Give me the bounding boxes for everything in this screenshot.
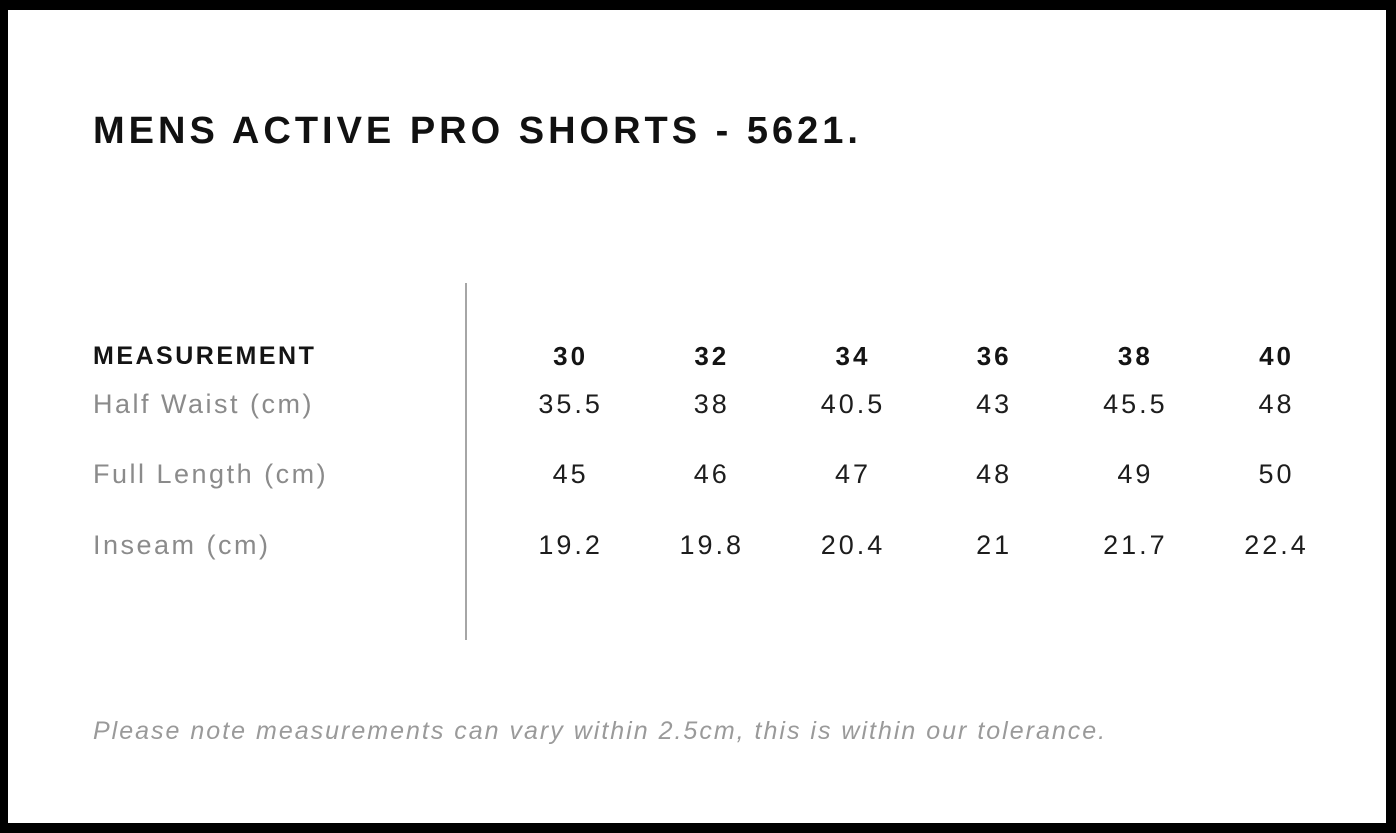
size-guide-page: MENS ACTIVE PRO SHORTS - 5621. MEASUREME… xyxy=(8,112,1386,746)
measurement-column-header: MEASUREMENT xyxy=(93,341,317,370)
size-value: 49 xyxy=(1117,459,1154,490)
row-label: Inseam (cm) xyxy=(93,529,271,560)
size-value: 50 xyxy=(1258,459,1295,490)
row-label: Full Length (cm) xyxy=(93,459,329,490)
size-value: 22.4 xyxy=(1244,529,1309,560)
size-value: 48 xyxy=(1258,388,1295,419)
row-label: Half Waist (cm) xyxy=(93,388,314,419)
table-row-full-length: Full Length (cm) 45 46 47 48 49 50 xyxy=(93,440,1348,511)
size-column-header-30: 30 xyxy=(553,341,589,371)
size-value: 48 xyxy=(976,459,1013,490)
size-value: 19.2 xyxy=(538,529,603,560)
size-value: 20.4 xyxy=(820,529,886,560)
table-row-half-waist: Half Waist (cm) 35.5 38 40.5 43 45.5 48 xyxy=(93,369,1348,440)
tolerance-note: Please note measurements can vary within… xyxy=(93,717,1108,745)
size-value: 46 xyxy=(693,459,730,490)
size-value: 21 xyxy=(976,529,1013,560)
size-value: 38 xyxy=(693,388,730,419)
size-value: 19.8 xyxy=(679,529,745,560)
column-divider xyxy=(465,283,467,640)
size-value: 47 xyxy=(834,459,871,490)
size-value: 21.7 xyxy=(1103,529,1168,560)
size-value: 45.5 xyxy=(1103,388,1168,419)
page-title: MENS ACTIVE PRO SHORTS - 5621. xyxy=(93,110,862,152)
table-header-row: MEASUREMENT 30 32 34 36 38 40 xyxy=(93,283,1348,369)
size-column-header-38: 38 xyxy=(1117,341,1153,371)
size-table: MEASUREMENT 30 32 34 36 38 40 Half Waist… xyxy=(93,283,1348,640)
table-row-inseam: Inseam (cm) 19.2 19.8 20.4 21 21.7 22.4 xyxy=(93,510,1348,581)
size-value: 43 xyxy=(976,388,1013,419)
size-column-header-40: 40 xyxy=(1259,341,1294,371)
size-value: 40.5 xyxy=(820,388,886,419)
size-value: 45 xyxy=(552,459,589,490)
size-column-header-34: 34 xyxy=(835,341,871,371)
size-column-header-36: 36 xyxy=(976,341,1012,371)
size-column-header-32: 32 xyxy=(694,341,730,371)
size-value: 35.5 xyxy=(538,388,603,419)
